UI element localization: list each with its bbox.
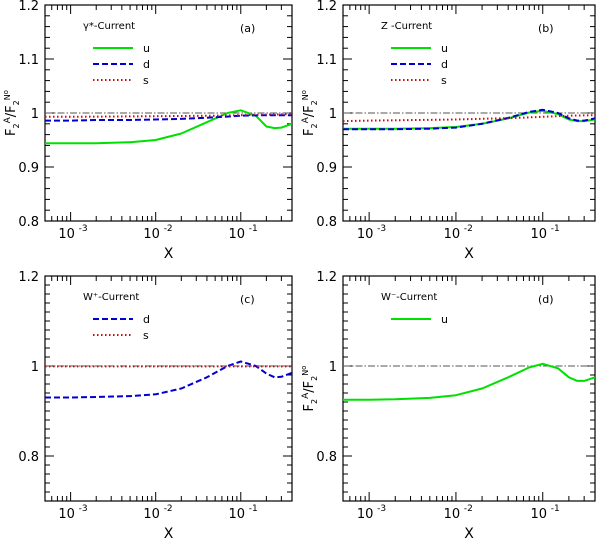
x-tick-label: 10 [229,507,246,522]
x-tick-label: 10 [229,227,246,242]
y-tick-label: 1.2 [316,270,337,285]
x-tick-label-exponent: -1 [249,224,258,234]
legend-label-d: d [441,58,448,71]
series-group [45,360,292,399]
y-tick-label: 1.2 [316,0,337,14]
panel-title: W⁺-Current [83,292,139,303]
x-axis-label: X [464,526,474,542]
y-tick-label: 1.2 [18,270,39,285]
y-axis-label: F2A/F2No [2,90,21,136]
chart-panel: 10 -3 10 -2 10 -10.811.2XW⁺-Current (c)ds [18,270,293,542]
x-tick-label: 10 [58,507,75,522]
x-tick-label-exponent: -3 [79,224,88,234]
series-line-d [45,360,292,399]
legend-label-s: s [143,74,149,87]
x-tick-label-exponent: -3 [377,224,386,234]
y-tick-label: 0.8 [316,215,337,230]
series-line-u [343,362,595,401]
plot-frame [342,275,596,502]
panel-label: (c) [240,293,255,306]
legend-label-d: d [143,313,150,326]
y-tick-label: 0.8 [316,450,337,465]
chart-panel: 10 -3 10 -2 10 -10.80.911.11.2XF2A/F2Noγ*-Cur… [2,0,293,262]
legend-label-u: u [441,313,448,326]
x-tick-label-exponent: -2 [464,504,473,514]
x-tick-label-exponent: -2 [164,504,173,514]
x-tick-label-exponent: -1 [249,504,258,514]
series-group [343,108,595,131]
x-tick-label-exponent: -1 [551,504,560,514]
x-tick-label: 10 [530,227,547,242]
panel-label: (b) [538,22,554,35]
y-tick-label: 1.1 [18,53,39,68]
y-axis-label: F2A/F2No [300,90,319,136]
legend-label-u: u [143,42,150,55]
legend-label-s: s [143,329,149,342]
panel-label: (a) [240,22,255,35]
y-tick-label: 1 [329,107,337,122]
x-tick-label: 10 [530,507,547,522]
x-tick-label: 10 [143,227,160,242]
legend-label-d: d [143,58,150,71]
x-tick-label-exponent: -1 [551,224,560,234]
legend-label-s: s [441,74,447,87]
y-tick-label: 1 [31,107,39,122]
y-tick-label: 1 [31,360,39,375]
y-axis-label: F2A/F2No [300,366,319,412]
series-group [45,109,292,145]
plot-frame [44,275,293,502]
x-tick-label: 10 [357,507,374,522]
x-tick-label: 10 [357,227,374,242]
y-tick-label: 0.8 [18,450,39,465]
x-tick-label-exponent: -3 [79,504,88,514]
panel-title: Z -Current [381,21,432,32]
y-tick-label: 0.8 [18,215,39,230]
y-tick-label: 1.2 [18,0,39,14]
x-tick-label-exponent: -2 [464,224,473,234]
y-tick-label: 1 [329,360,337,375]
legend-label-u: u [441,42,448,55]
series-line-d [343,108,595,131]
x-tick-label: 10 [444,227,461,242]
x-tick-label-exponent: -3 [377,504,386,514]
series-line-s [343,114,595,123]
x-tick-label-exponent: -2 [164,224,173,234]
x-axis-label: X [164,246,174,262]
series-line-s [45,113,292,118]
x-axis-label: X [164,526,174,542]
x-tick-label: 10 [58,227,75,242]
series-group [343,362,595,401]
y-tick-label: 1.1 [316,53,337,68]
panel-title: γ*-Current [83,21,135,32]
x-tick-label: 10 [444,507,461,522]
panel-label: (d) [538,293,554,306]
y-tick-label: 0.9 [316,161,337,176]
panel-title: W⁻-Current [381,292,437,303]
y-tick-label: 0.9 [18,161,39,176]
x-tick-label: 10 [143,507,160,522]
x-axis-label: X [464,246,474,262]
